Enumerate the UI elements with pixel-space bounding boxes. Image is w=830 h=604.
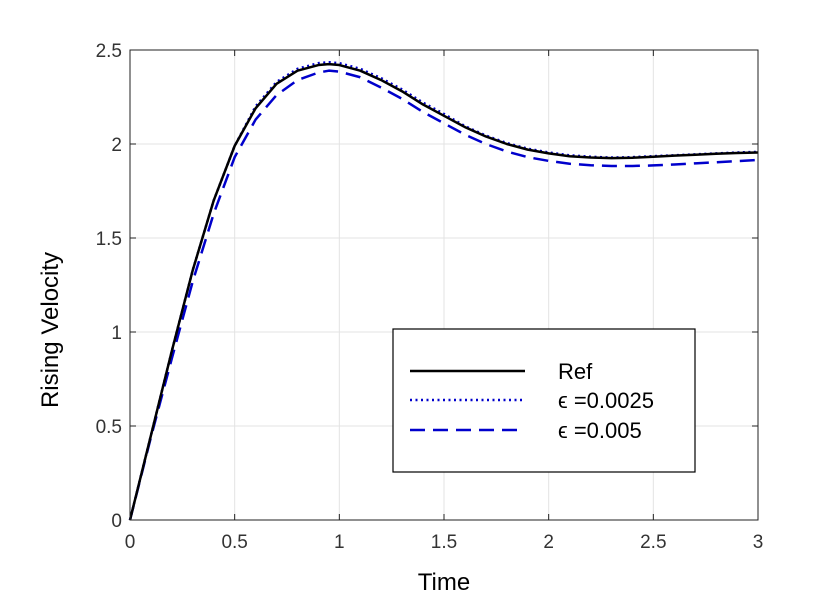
series-line-2: [128, 69, 759, 521]
y-tick-label: 2.5: [96, 41, 122, 62]
legend-label-ref: Ref: [558, 359, 593, 384]
y-tick-label: 0: [111, 511, 122, 532]
ticks: [129, 49, 759, 521]
legend-label-eps-005: ϵ =0.005: [558, 418, 642, 443]
y-axis-label: Rising Velocity: [37, 252, 64, 408]
legend-label-eps-0025: ϵ =0.0025: [558, 388, 654, 413]
y-tick-label: 1: [111, 323, 122, 344]
x-tick-label: 1.5: [431, 532, 457, 553]
tick-labels: 0 0.5 1 1.5 2 2.5 3 0 0.5 1 1.5 2 2.5: [96, 41, 764, 553]
y-tick-label: 0.5: [96, 417, 122, 438]
y-tick-label: 2: [111, 135, 122, 156]
x-tick-label: 0.5: [221, 532, 247, 553]
x-tick-label: 2: [543, 532, 554, 553]
legend: Ref ϵ =0.0025 ϵ =0.005: [392, 328, 696, 473]
x-tick-label: 0: [125, 532, 136, 553]
x-tick-label: 3: [753, 532, 764, 553]
series-line-0: [128, 62, 759, 521]
series-layer: [128, 60, 759, 521]
x-tick-label: 2.5: [640, 532, 666, 553]
x-tick-label: 1: [334, 532, 345, 553]
x-axis-label: Time: [418, 569, 470, 596]
y-tick-label: 1.5: [96, 229, 122, 250]
